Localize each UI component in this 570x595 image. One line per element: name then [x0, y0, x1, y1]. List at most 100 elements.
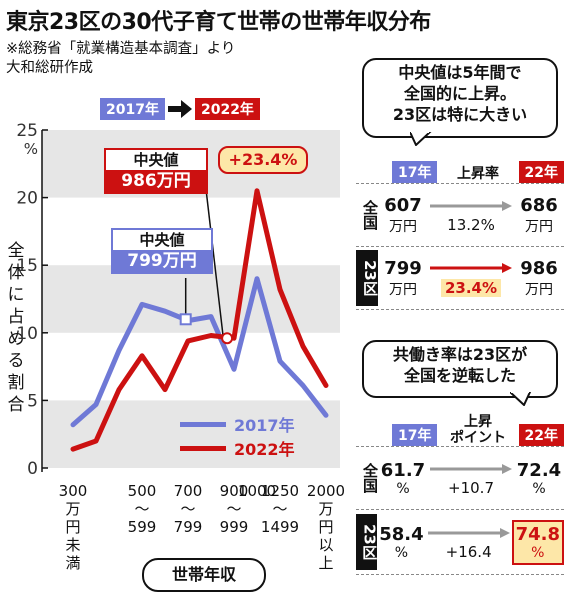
chart-annotations [179, 171, 234, 345]
legend-2017-tag: 2017年 [100, 98, 165, 120]
dual-income-bubble-line-2: 全国を逆転した [403, 366, 516, 385]
dual-national-2017-unit: % [396, 480, 410, 497]
x-tick-label: 2000 [307, 482, 345, 500]
x-tick-label: 1000 [238, 482, 276, 500]
y-unit-label: % [24, 140, 38, 158]
dual-row-23ku: 23区 58.4 % +16.4 74.8 % [356, 510, 564, 575]
legend-label-2022: 2022年 [234, 440, 295, 459]
median-hdr-2017: 17年 [392, 161, 438, 183]
source-note: ※総務省「就業構造基本調査」より 大和総研作成 [6, 40, 356, 78]
series-legend: 2017年 2022年 [180, 412, 295, 460]
legend-label-2017: 2017年 [234, 416, 295, 435]
y-axis-label-char: に [7, 285, 25, 305]
median-row-national-label: 全国 [361, 200, 379, 230]
y-axis-label-char: 割 [7, 373, 25, 393]
median-bubble-line-1: 中央値は5年間で [398, 63, 522, 82]
median-row-national: 全国 607 万円 13.2% 686 万円 [356, 184, 564, 247]
median-change-badge: +23.4% [218, 146, 308, 174]
median-2022-label: 中央値 [133, 151, 179, 169]
median-23ku-rate: 23.4% [440, 279, 502, 297]
median-national-2017: 607 [384, 194, 422, 216]
dual-row-national-label: 全国 [361, 463, 379, 493]
x-tick-label: ～ [226, 500, 241, 518]
x-tick-label: 799 [174, 518, 203, 536]
y-axis-label-char: め [7, 329, 25, 349]
median-23ku-2022-unit: 万円 [525, 281, 553, 298]
median-2022-leader [203, 171, 224, 337]
median-table-header: 17年 上昇率 22年 [356, 157, 564, 184]
median-bubble-line-3: 23区は特に大きい [392, 105, 528, 124]
x-ticks: 300万円未満500～599700～799900～9991250～1499200… [59, 482, 345, 572]
legend-swatch-2022 [180, 445, 226, 451]
median-2022-marker [221, 332, 234, 345]
y-axis-label-text: 全体に占める割合 [4, 240, 28, 416]
x-tick-label: 満 [65, 554, 80, 572]
median-2017-callout: 中央値 799万円 [111, 228, 213, 274]
dual-national-2022: 72.4 [516, 459, 562, 481]
dual-national-2017: 61.7 [380, 459, 426, 481]
dual-23ku-2017: 58.4 [379, 523, 424, 545]
dual-income-bubble-line-1: 共働き率は23区が [392, 345, 528, 364]
median-2017-label: 中央値 [139, 231, 185, 249]
dual-23ku-2022-unit: % [531, 544, 545, 561]
median-table: 17年 上昇率 22年 全国 607 万円 13.2% 686 万円 23区 7… [356, 157, 564, 310]
grey-arrow-icon-2 [430, 463, 512, 474]
x-tick-label: 599 [128, 518, 157, 536]
dual-23ku-points: +16.4 [445, 542, 492, 561]
y-ticks: 0 5 10 15 20 25% [16, 121, 48, 479]
x-tick-label: 1250 [261, 482, 299, 500]
y-axis-label-char: 合 [7, 395, 25, 415]
median-national-2017-unit: 万円 [389, 218, 417, 235]
y-tick-label: 0 [27, 459, 38, 479]
x-tick-label: ～ [180, 500, 195, 518]
y-tick-label: 15 [16, 256, 38, 276]
y-axis-label-char: る [7, 351, 25, 371]
grid-band [42, 400, 340, 468]
dual-hdr-points: 上昇 ポイント [437, 414, 518, 446]
legend-item-2022: 2022年 [180, 436, 295, 460]
x-tick-label: 万 [318, 500, 333, 518]
x-tick-label: 300 [59, 482, 88, 500]
x-tick-label: 上 [318, 554, 333, 572]
legend-item-2017: 2017年 [180, 412, 295, 436]
page-title: 東京23区の30代子育て世帯の世帯年収分布 [6, 10, 431, 35]
y-axis-label: 全体に占める割合 [4, 240, 28, 416]
median-2017-marker [179, 313, 192, 326]
dual-23ku-2022: 74.8 [515, 523, 561, 545]
x-tick-label: 万 [65, 500, 80, 518]
x-tick-label: 1499 [261, 518, 299, 536]
dual-row-23ku-label: 23区 [356, 514, 378, 570]
median-national-2022-unit: 万円 [525, 218, 553, 235]
legend-swatch-2017 [180, 421, 226, 427]
x-tick-label: 未 [65, 536, 80, 554]
median-2022-callout: 中央値 986万円 [104, 148, 208, 194]
dual-row-national: 全国 61.7 % +10.7 72.4 % [356, 447, 564, 510]
median-23ku-2017: 799 [384, 257, 422, 279]
year-legend: 2017年 2022年 [100, 98, 260, 120]
dual-hdr-points-line-1: 上昇 [464, 414, 492, 430]
x-axis-label: 世帯年収 [142, 558, 266, 592]
right-arrow-icon [167, 100, 192, 118]
y-tick-label: 10 [16, 324, 38, 344]
dual-hdr-2017: 17年 [392, 424, 438, 446]
grey-arrow-icon-3 [427, 527, 510, 538]
y-axis-label-char: 占 [7, 307, 25, 327]
y-axis-label-char: 全 [7, 241, 25, 261]
legend-2022-tag: 2022年 [194, 98, 260, 120]
median-23ku-2017-unit: 万円 [389, 281, 417, 298]
dual-income-table: 17年 上昇 ポイント 22年 全国 61.7 % +10.7 72.4 % 2… [356, 410, 564, 575]
dual-23ku-2017-unit: % [394, 544, 409, 561]
series-line-2017 [70, 276, 329, 428]
dual-hdr-points-line-2: ポイント [450, 430, 506, 446]
median-hdr-2022: 22年 [518, 161, 564, 183]
source-line-1: ※総務省「就業構造基本調査」より [6, 41, 236, 57]
median-row-23ku: 23区 799 万円 23.4% 986 万円 [356, 247, 564, 310]
dual-income-bubble: 共働き率は23区が 全国を逆転した [362, 340, 558, 398]
bubble-tail-icon-2 [510, 392, 532, 406]
x-tick-label: 以 [318, 536, 333, 554]
dual-23ku-2022-box: 74.8 % [511, 519, 564, 565]
red-arrow-icon [430, 263, 512, 273]
y-tick-label: 25 [16, 121, 38, 141]
series-line-2022 [70, 188, 329, 452]
